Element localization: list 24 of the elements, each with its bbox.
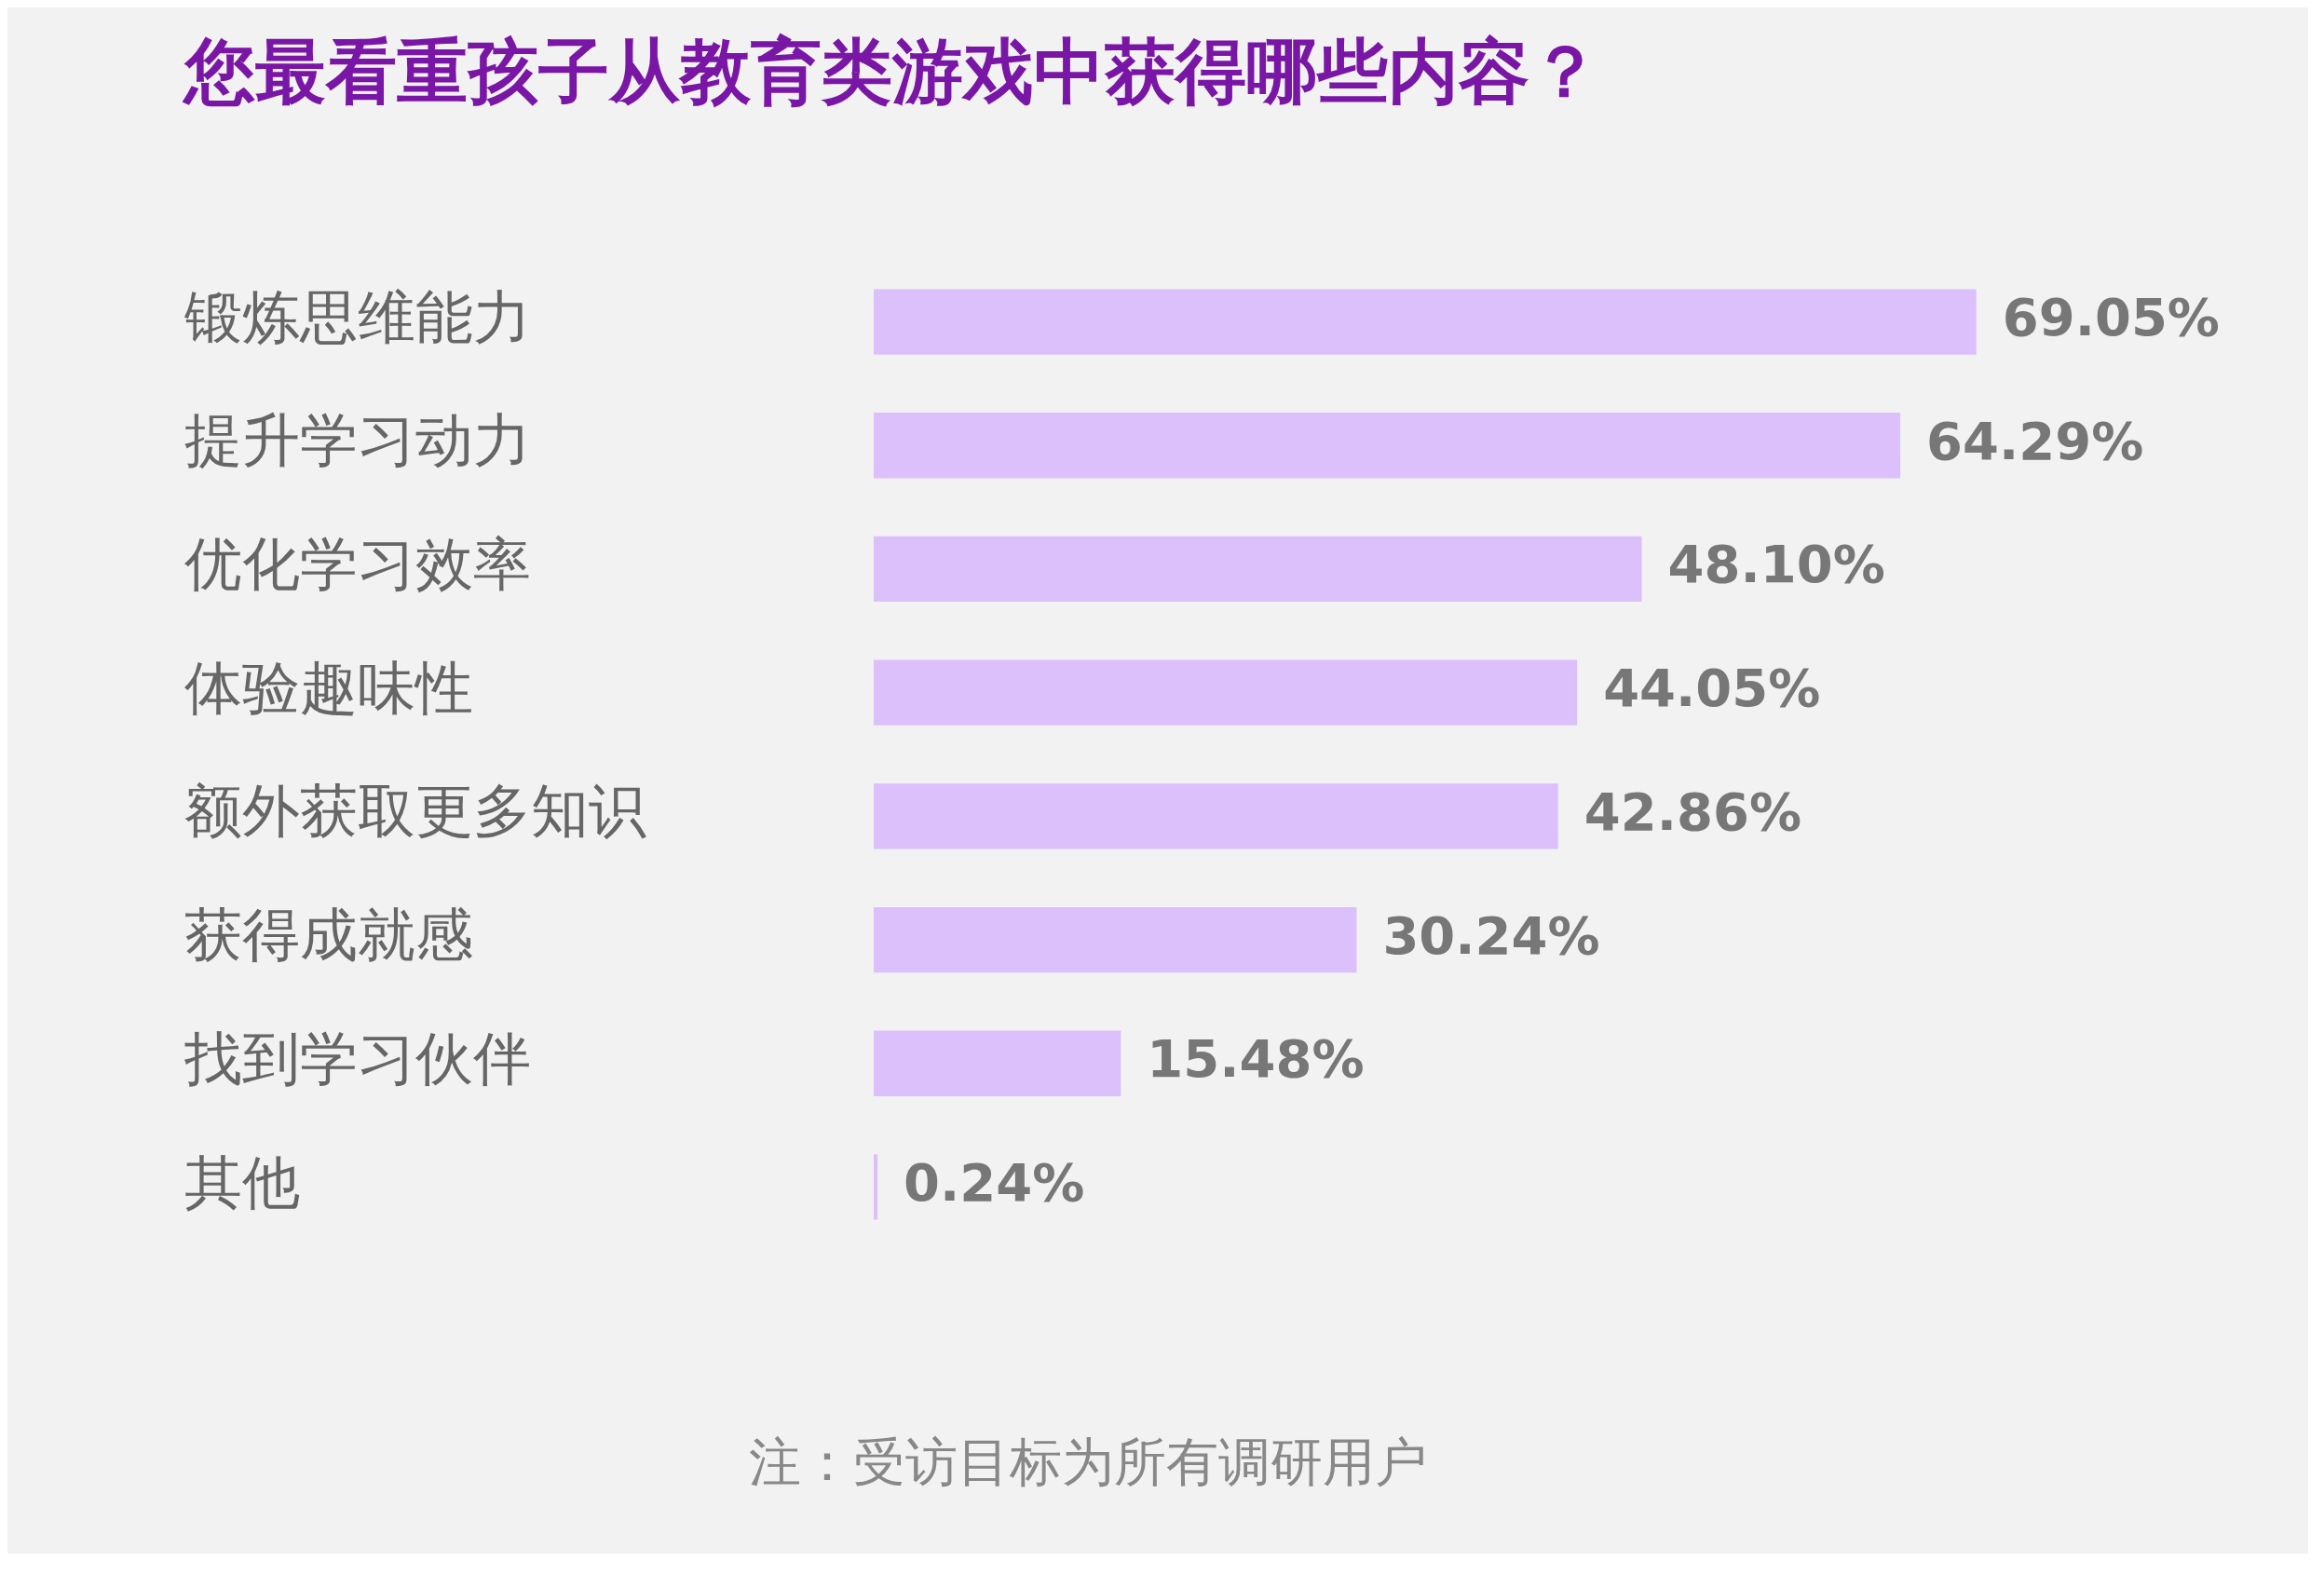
y-tick-label: 其他	[184, 1147, 300, 1216]
data-label: 44.05%	[1603, 658, 1821, 719]
bar	[874, 659, 1578, 726]
data-label: 0.24%	[904, 1152, 1085, 1213]
data-label: 30.24%	[1382, 904, 1600, 966]
bar	[874, 536, 1642, 603]
y-tick-label: 优化学习效率	[184, 530, 531, 599]
bar	[874, 289, 1977, 355]
bar	[874, 783, 1558, 849]
y-tick-label: 额外获取更多知识	[184, 777, 646, 846]
data-label: 48.10%	[1667, 534, 1885, 595]
y-tick-label: 获得成就感	[184, 901, 473, 970]
text: 注：受访目标为所有调研用户	[749, 1431, 1427, 1492]
chart-title: 您最看重孩子从教育类游戏中获得哪些内容？	[182, 30, 1600, 114]
data-label: 64.29%	[1926, 410, 2144, 471]
y-tick-label: 体验趣味性	[184, 653, 473, 722]
bar	[874, 1154, 878, 1220]
bar	[874, 413, 1901, 479]
data-label: 69.05%	[2002, 287, 2220, 348]
data-label: 42.86%	[1583, 781, 1801, 842]
bar	[874, 1030, 1121, 1096]
bar	[874, 906, 1357, 973]
data-label: 15.48%	[1147, 1028, 1365, 1090]
y-tick-label: 提升学习动力	[184, 406, 531, 475]
